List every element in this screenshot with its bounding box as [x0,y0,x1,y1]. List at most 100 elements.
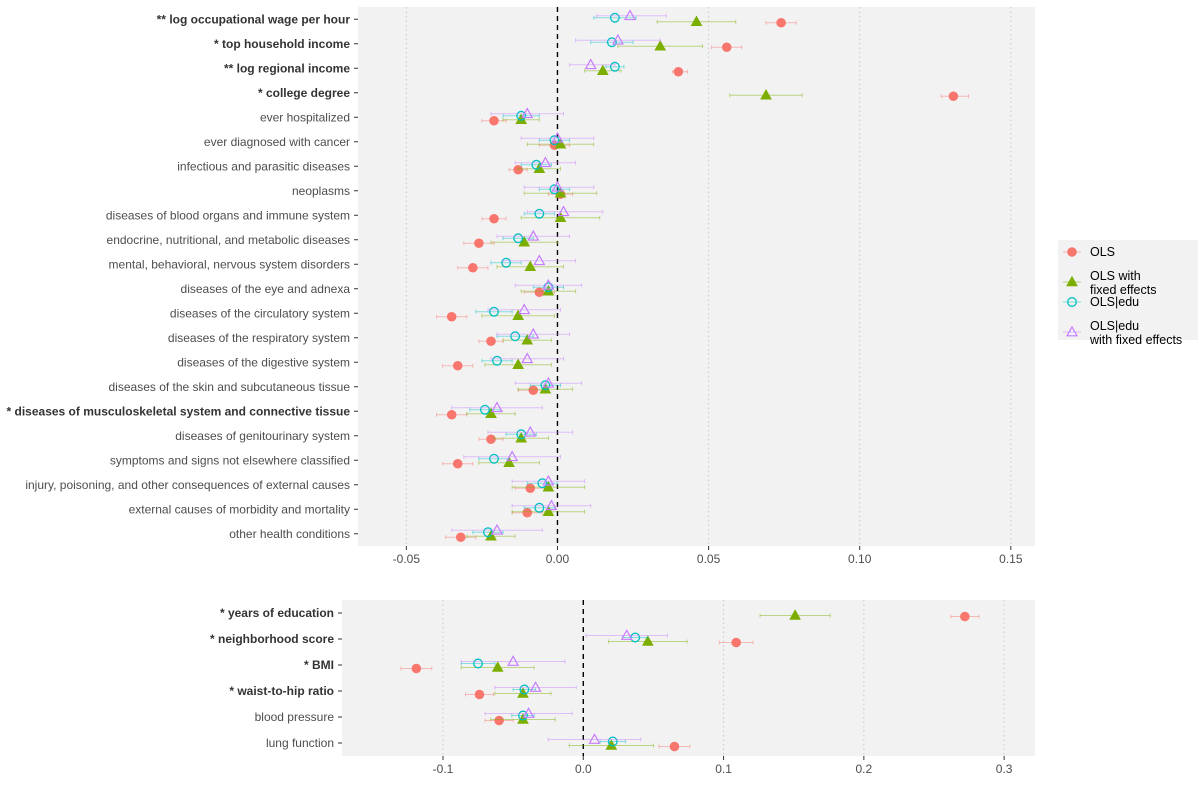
data-point [512,358,525,370]
data-point [501,257,512,268]
data-point [528,385,539,396]
data-point [452,458,463,469]
y-category-label: diseases of the skin and subcutaneous ti… [109,380,351,394]
x-tick-label: 0.0 [575,762,592,776]
data-point [537,478,548,489]
y-category-label: neoplasms [292,184,350,198]
data-point [611,33,624,45]
data-point [551,180,564,192]
y-category-label: injury, poisoning, and other consequence… [25,478,350,492]
legend-background [1058,240,1198,340]
legend-key-marker [1067,297,1077,307]
legend-label: with fixed effects [1089,333,1182,347]
data-point [455,532,466,543]
y-category-label: endocrine, nutritional, and metabolic di… [107,233,350,247]
data-point [489,115,499,126]
x-tick-label: 0.2 [856,762,873,776]
data-point [596,64,609,76]
data-point [486,434,496,445]
y-category-label: * diseases of musculoskeletal system and… [7,404,351,418]
y-category-label: * neighborhood score [210,632,334,646]
data-point [492,355,502,366]
data-point [479,404,490,415]
x-tick-label: 0.15 [999,552,1023,566]
data-point [669,741,680,752]
y-category-label: mental, behavioral, nervous system disor… [109,257,350,271]
y-category-label: other health conditions [229,527,350,541]
data-point [512,309,525,321]
y-category-label: * top household income [214,37,350,51]
data-point [517,687,529,698]
data-point [506,450,519,462]
data-point [534,502,545,513]
data-point [545,499,558,511]
data-point [549,184,560,195]
y-category-label: diseases of the circulatory system [170,306,350,320]
data-point [468,262,478,273]
data-point [620,629,633,640]
data-point [483,527,493,538]
data-point [518,710,528,721]
data-point [641,635,654,646]
data-point [609,61,620,72]
data-point [948,91,959,102]
data-point [474,238,484,249]
data-point [542,278,555,290]
data-point [521,107,534,119]
data-point [489,306,499,317]
y-category-label: symptoms and signs not elsewhere classif… [110,453,350,467]
data-point [690,15,703,27]
data-point [542,376,555,388]
data-point [473,658,484,669]
y-category-label: diseases of the respiratory system [168,331,350,345]
data-point [607,736,618,747]
data-point [518,303,531,315]
data-point [623,9,637,21]
data-point [721,42,732,53]
legend-key-marker [1066,275,1078,287]
data-point [539,156,552,168]
data-point [522,707,535,718]
data-point [524,260,537,272]
data-point [510,331,521,342]
y-category-label: external causes of morbidity and mortali… [129,502,350,516]
y-category-label: * waist-to-hip ratio [229,684,334,698]
data-point [494,715,504,726]
data-point [491,401,504,413]
x-tick-label: -0.1 [433,762,454,776]
chart-panel-2: -0.1 0.0 0.1 0.2 0.3 * years of education * ne… [210,600,1035,776]
y-category-label: ** log occupational wage per hour [157,12,351,26]
data-point [491,523,504,535]
data-point [534,287,545,298]
legend-key-marker [1065,325,1079,337]
legend-key-marker [1067,247,1077,257]
data-point [491,661,504,672]
y-category-label: * BMI [304,658,334,672]
legend-label: OLS with [1090,269,1141,283]
y-category-label: infectious and parasitic diseases [177,159,350,173]
x-tick-label: -0.05 [393,552,421,566]
data-point [522,507,533,518]
data-point [584,58,597,70]
legend-label: fixed effects [1090,283,1156,297]
y-category-label: diseases of genitourinary system [175,429,350,443]
y-category-label: * college degree [258,86,350,100]
y-category-label: diseases of the eye and adnexa [181,282,351,296]
data-point [760,89,772,100]
data-point [776,17,786,28]
y-category-label: * years of education [220,606,334,620]
y-category-label: lung function [266,736,334,750]
data-point [540,380,551,391]
y-category-label: ever hospitalized [260,110,350,124]
y-category-label: blood pressure [255,710,335,724]
data-point [789,609,801,620]
legend-label: OLS|edu [1090,319,1139,333]
data-point [519,684,530,695]
data-point [527,229,540,241]
x-tick-label: 0.05 [697,552,721,566]
data-point [489,453,499,464]
y-category-label: ever diagnosed with cancer [204,135,350,149]
legend-label: OLS [1090,245,1115,259]
